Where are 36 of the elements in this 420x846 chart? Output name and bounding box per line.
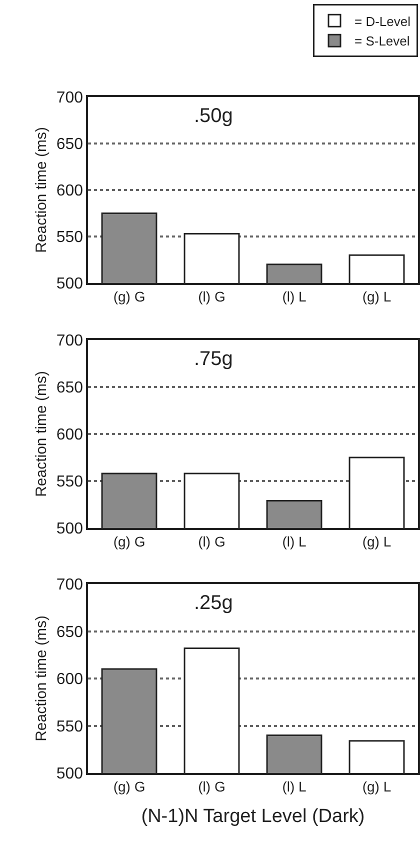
y-axis-title: Reaction time (ms) bbox=[33, 616, 50, 742]
x-tick-label: (g) L bbox=[362, 778, 392, 795]
y-tick-label: 550 bbox=[56, 718, 84, 736]
y-tick-label: 700 bbox=[56, 332, 84, 350]
y-tick-label: 650 bbox=[56, 380, 84, 397]
legend-label: = S-Level bbox=[354, 34, 410, 49]
x-tick-label: (l) L bbox=[282, 288, 307, 305]
x-tick-label: (l) G bbox=[198, 778, 226, 795]
x-axis-title: (N-1)N Target Level (Dark) bbox=[141, 806, 365, 827]
x-tick-label: (g) L bbox=[362, 534, 392, 550]
y-tick-label: 500 bbox=[56, 276, 84, 293]
chart-title: .75g bbox=[194, 348, 233, 370]
x-tick-label: (g) G bbox=[113, 534, 146, 550]
x-tick-label: (l) G bbox=[198, 288, 226, 305]
x-tick-label: (l) G bbox=[198, 534, 226, 550]
y-tick-label: 500 bbox=[56, 766, 84, 783]
x-tick-label: (g) L bbox=[362, 288, 392, 305]
y-tick-label: 600 bbox=[56, 671, 84, 688]
y-tick-label: 550 bbox=[56, 229, 84, 246]
chart-title: .25g bbox=[194, 592, 233, 614]
y-tick-label: 650 bbox=[56, 624, 84, 641]
y-tick-label: 700 bbox=[56, 90, 84, 107]
y-axis-title: Reaction time (ms) bbox=[33, 371, 50, 497]
y-tick-label: 600 bbox=[56, 182, 84, 200]
y-tick-label: 700 bbox=[56, 576, 84, 594]
y-tick-label: 550 bbox=[56, 474, 84, 491]
x-tick-label: (l) L bbox=[282, 534, 307, 550]
x-tick-label: (l) L bbox=[282, 778, 307, 795]
y-tick-label: 500 bbox=[56, 520, 84, 538]
x-tick-label: (g) G bbox=[113, 288, 146, 305]
y-tick-label: 650 bbox=[56, 136, 84, 154]
y-tick-label: 600 bbox=[56, 426, 84, 444]
legend-label: = D-Level bbox=[354, 14, 411, 29]
x-tick-label: (g) G bbox=[113, 778, 146, 795]
chart-title: .50g bbox=[194, 105, 233, 127]
y-axis-title: Reaction time (ms) bbox=[33, 127, 50, 253]
